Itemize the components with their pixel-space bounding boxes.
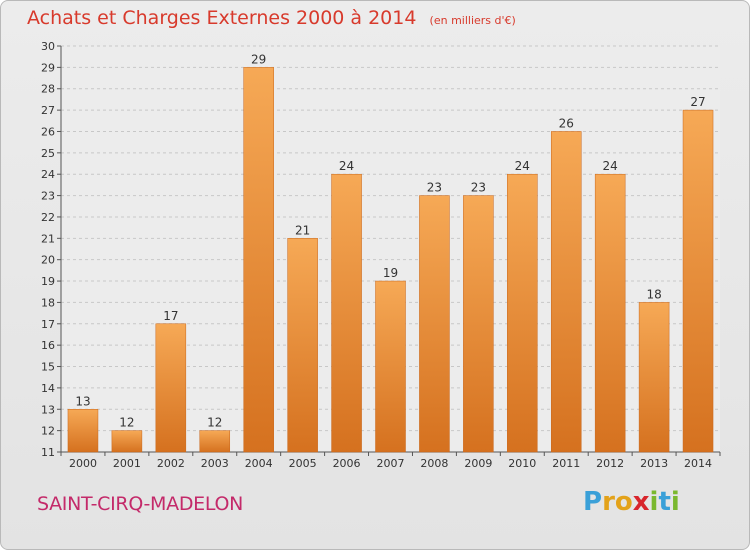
data-label: 29 [251,52,266,66]
data-label: 24 [603,159,618,173]
x-tick-label: 2010 [508,457,536,470]
bar [199,430,231,453]
y-tick-label: 15 [41,361,55,374]
chart-title: Achats et Charges Externes 2000 à 2014 [27,7,417,29]
y-tick-label: 27 [41,104,55,117]
bar [594,173,626,453]
y-tick-label: 19 [41,275,55,288]
x-tick-label: 2000 [69,457,97,470]
logo-letter: o [614,487,633,517]
x-tick-label: 2002 [157,457,185,470]
proxiti-logo: Proxiti [583,487,680,517]
x-tick-label: 2011 [552,457,580,470]
bar [111,430,143,453]
x-tick-label: 2009 [464,457,492,470]
data-label: 18 [646,287,661,301]
bar [287,238,318,453]
bar [463,195,494,453]
x-tick-label: 2014 [684,457,712,470]
data-label: 17 [163,309,178,323]
y-tick-label: 12 [41,425,55,438]
y-tick-label: 26 [41,125,55,138]
y-tick-label: 13 [41,403,55,416]
chart-title-block: Achats et Charges Externes 2000 à 2014 (… [27,7,516,29]
data-label: 26 [559,116,574,130]
bar [507,173,538,453]
y-tick-label: 23 [41,190,55,203]
bar [375,280,406,453]
data-label: 21 [295,223,310,237]
data-label: 24 [339,159,354,173]
x-tick-label: 2013 [640,457,668,470]
data-label: 23 [427,181,442,195]
y-tick-label: 17 [41,318,55,331]
x-tick-label: 2012 [596,457,624,470]
y-tick-label: 22 [41,211,55,224]
data-label: 27 [690,95,705,109]
y-tick-label: 28 [41,83,55,96]
y-tick-label: 14 [41,382,55,395]
x-tick-label: 2003 [201,457,229,470]
bar [67,409,99,453]
x-tick-label: 2006 [333,457,361,470]
bar [638,302,670,453]
x-tick-label: 2007 [377,457,405,470]
bar [682,109,714,453]
x-tick-label: 2008 [420,457,448,470]
data-label: 12 [207,416,222,430]
logo-letter: r [602,487,615,517]
logo-letter: P [583,487,603,517]
y-tick-label: 30 [41,40,55,53]
data-label: 23 [471,181,486,195]
x-tick-label: 2005 [289,457,317,470]
y-tick-label: 20 [41,254,55,267]
bar [550,131,582,453]
x-tick-label: 2004 [245,457,273,470]
chart-unit: (en milliers d'€) [429,14,516,27]
logo-letter: x [632,487,650,517]
y-tick-label: 29 [41,61,55,74]
y-tick-label: 25 [41,147,55,160]
bar [155,323,187,453]
y-tick-label: 18 [41,296,55,309]
data-label: 13 [75,394,90,408]
data-label: 19 [383,266,398,280]
data-label: 12 [119,416,134,430]
x-tick-label: 2001 [113,457,141,470]
y-tick-label: 11 [41,446,55,459]
bar [331,173,362,453]
data-label: 24 [515,159,530,173]
y-tick-label: 21 [41,232,55,245]
bar [419,195,450,453]
bar [243,67,274,453]
y-tick-label: 24 [41,168,55,181]
y-tick-label: 16 [41,339,55,352]
commune-name: SAINT-CIRQ-MADELON [37,493,244,515]
logo-letter: i [670,487,680,517]
logo-letter: t [658,487,671,517]
logo-letter: i [649,487,659,517]
